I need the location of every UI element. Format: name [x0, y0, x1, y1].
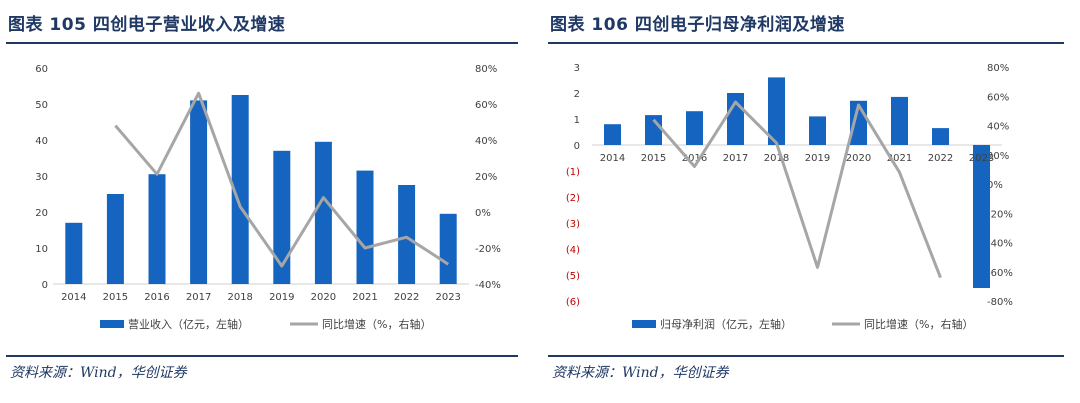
right-axis-tick-label: -40%	[987, 239, 1013, 250]
right-axis-tick-label: 0%	[987, 180, 1003, 191]
left-axis-tick-label: 30	[35, 172, 48, 183]
left-axis-tick-label: (4)	[566, 245, 580, 256]
bar	[973, 145, 990, 288]
x-axis-tick-label: 2017	[186, 292, 211, 303]
bar	[932, 128, 949, 145]
bar	[604, 124, 621, 145]
x-axis-tick-label: 2022	[928, 153, 953, 164]
x-axis-tick-label: 2016	[144, 292, 169, 303]
bar	[65, 222, 83, 284]
x-axis-tick-label: 2015	[103, 292, 128, 303]
bar	[106, 194, 124, 284]
right-axis-tick-label: 80%	[475, 64, 497, 75]
legend-label: 营业收入（亿元，左轴）	[128, 317, 249, 331]
left-axis-tick-label: 2	[574, 89, 580, 100]
left-axis-tick-label: 1	[574, 115, 580, 126]
left-axis-tick-label: 0	[42, 280, 48, 291]
bar	[314, 141, 332, 284]
bar	[891, 96, 908, 145]
bar	[645, 115, 662, 145]
left-axis-tick-label: (3)	[566, 219, 580, 230]
left-axis-tick-label: (6)	[566, 297, 580, 308]
right-axis-tick-label: 20%	[475, 172, 497, 183]
title-rule	[548, 42, 1064, 44]
source-rule	[548, 355, 1064, 357]
x-axis-tick-label: 2020	[846, 153, 871, 164]
right-axis-tick-label: 40%	[987, 122, 1009, 133]
bar	[398, 185, 416, 284]
bar	[190, 100, 208, 285]
source-rule	[6, 355, 518, 357]
legend-bar-swatch	[100, 320, 124, 328]
bar	[809, 116, 826, 145]
legend-bar-swatch	[632, 320, 656, 328]
bar	[356, 170, 374, 284]
left-axis-tick-label: (2)	[566, 193, 580, 204]
right-axis-tick-label: 80%	[987, 63, 1009, 74]
right-axis-tick-label: 20%	[987, 151, 1009, 162]
right-axis-tick-label: 60%	[475, 100, 497, 111]
figure-title: 图表 106 四创电子归母净利润及增速	[550, 15, 845, 35]
right-axis-tick-label: -60%	[987, 268, 1013, 279]
growth-rate-line	[652, 100, 942, 279]
legend-label: 同比增速（%，右轴）	[322, 317, 431, 331]
bar	[439, 213, 457, 284]
left-axis-tick-label: 10	[35, 244, 48, 255]
source-note: 资料来源：Wind，华创证券	[10, 365, 187, 381]
x-axis-tick-label: 2015	[641, 153, 666, 164]
right-axis-tick-label: 40%	[475, 136, 497, 147]
x-axis-tick-label: 2023	[969, 153, 994, 164]
x-axis-tick-label: 2021	[887, 153, 912, 164]
left-axis-tick-label: 50	[35, 100, 48, 111]
growth-rate-line	[114, 91, 450, 268]
left-axis-tick-label: (5)	[566, 271, 580, 282]
left-axis-tick-label: 60	[35, 64, 48, 75]
right-axis-tick-label: -80%	[987, 297, 1013, 308]
left-axis-tick-label: (1)	[566, 167, 580, 178]
bar	[686, 111, 703, 145]
bar	[273, 150, 291, 284]
right-axis-tick-label: -40%	[475, 280, 501, 291]
bar	[768, 77, 785, 145]
x-axis-tick-label: 2017	[723, 153, 748, 164]
left-axis-tick-label: 0	[574, 141, 580, 152]
x-axis-tick-label: 2019	[269, 292, 294, 303]
net-profit-chart: (6) (5) (4) (3) (2) (1) 0 1 2 3 -80% -60% -40% -20% 0%…	[566, 63, 1013, 331]
legend-label: 同比增速（%，右轴）	[864, 317, 973, 331]
x-axis-tick-label: 2020	[311, 292, 336, 303]
right-axis-tick-label: 0%	[475, 208, 491, 219]
title-rule	[6, 42, 518, 44]
x-axis-tick-label: 2023	[435, 292, 460, 303]
x-axis-tick-label: 2014	[600, 153, 625, 164]
x-axis-tick-label: 2014	[61, 292, 86, 303]
x-axis-tick-label: 2016	[682, 153, 707, 164]
left-axis-tick-label: 3	[574, 63, 580, 74]
source-note: 资料来源：Wind，华创证券	[552, 365, 729, 381]
figure-title: 图表 105 四创电子营业收入及增速	[8, 15, 286, 35]
left-axis-tick-label: 20	[35, 208, 48, 219]
legend-label: 归母净利润（亿元，左轴）	[660, 317, 792, 331]
bar	[148, 174, 166, 284]
x-axis-tick-label: 2021	[352, 292, 377, 303]
right-axis-tick-label: 60%	[987, 92, 1009, 103]
x-axis-tick-label: 2022	[394, 292, 419, 303]
revenue-chart: 0 10 20 30 40 50 60 -40% -20% 0% 20% 40% 60% 80% 2014 2…	[35, 64, 501, 331]
x-axis-tick-label: 2018	[764, 153, 789, 164]
right-axis-tick-label: -20%	[987, 209, 1013, 220]
bar	[231, 95, 249, 284]
x-axis-tick-label: 2019	[805, 153, 830, 164]
right-axis-tick-label: -20%	[475, 244, 501, 255]
x-axis-tick-label: 2018	[227, 292, 252, 303]
left-axis-tick-label: 40	[35, 136, 48, 147]
